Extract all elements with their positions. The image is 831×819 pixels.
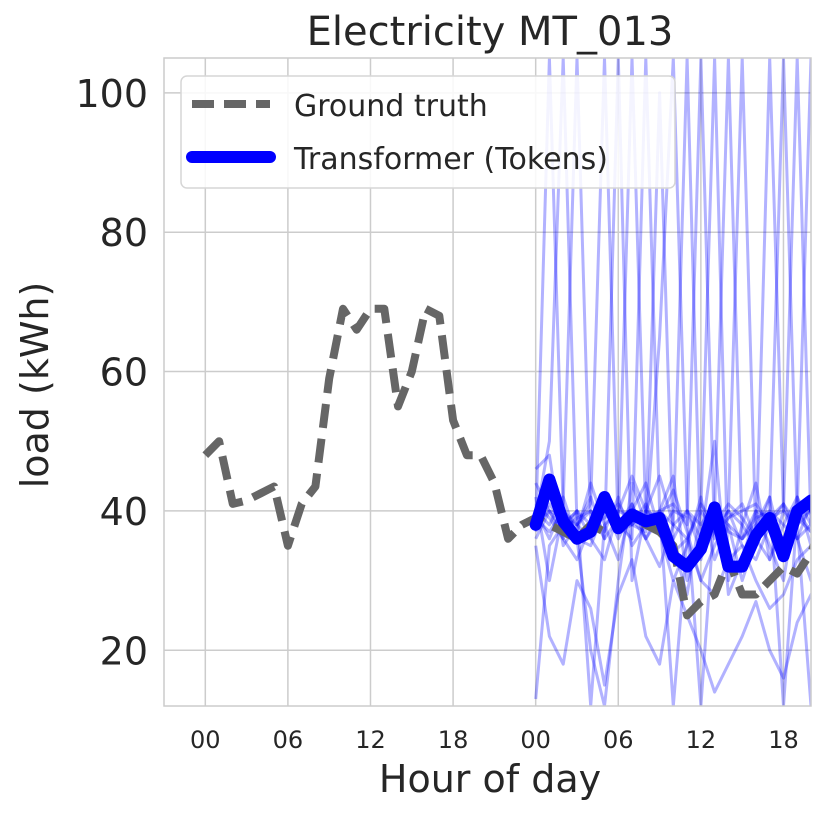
sample-path-line	[534, 58, 811, 541]
sample-path-line	[534, 58, 811, 706]
x-tick-label: 06	[273, 726, 304, 754]
x-tick-label: 12	[686, 726, 717, 754]
x-axis-label: Hour of day	[379, 757, 601, 801]
y-tick-label: 100	[75, 72, 148, 116]
x-tick-label: 06	[603, 726, 634, 754]
x-tick-label: 12	[355, 726, 386, 754]
sample-path-line	[534, 495, 811, 583]
legend-ground-truth-label: Ground truth	[294, 89, 488, 124]
plot-frame	[163, 57, 812, 707]
x-tick-label: 18	[768, 726, 799, 754]
y-tick-label: 20	[100, 629, 148, 673]
legend-transformer-label: Transformer (Tokens)	[293, 142, 608, 177]
chart-title: Electricity MT_013	[307, 9, 674, 55]
legend-frame	[180, 75, 676, 189]
x-tick-label: 00	[190, 726, 221, 754]
ticks: 00061218000612180020406080100	[75, 72, 799, 754]
sample-path-line	[534, 58, 811, 706]
y-tick-label: 60	[100, 351, 148, 395]
x-tick-label: 18	[438, 726, 469, 754]
ground-truth-line	[202, 304, 811, 620]
transformer-line	[529, 473, 811, 573]
y-tick-label: 80	[100, 211, 148, 255]
legend: Ground truth Transformer (Tokens)	[180, 75, 676, 189]
y-tick-label: 40	[100, 490, 148, 534]
clipped-series	[202, 58, 811, 706]
plot-area	[202, 58, 811, 706]
y-axis-label: load (kWh)	[13, 282, 57, 489]
x-tick-label: 00	[520, 726, 551, 754]
sample-path-line	[534, 545, 811, 694]
